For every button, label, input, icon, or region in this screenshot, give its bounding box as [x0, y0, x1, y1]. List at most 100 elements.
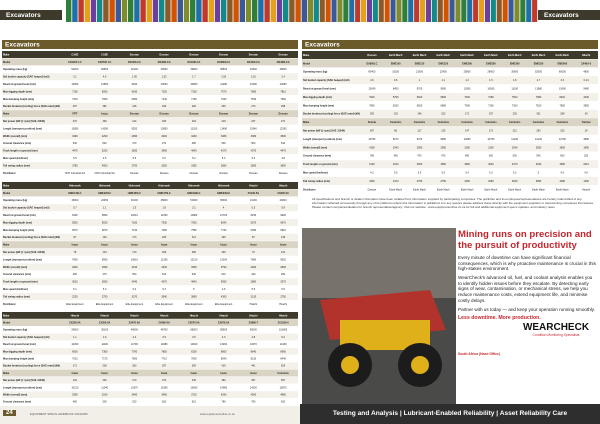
table-cell: Hitachi: [249, 184, 258, 187]
table-cell: 12400: [559, 87, 567, 90]
table-cell: 116000: [279, 329, 288, 332]
table-cell: 11880: [161, 343, 168, 346]
table-cell: 196: [162, 105, 167, 108]
table-cell: Hitachi: [190, 314, 199, 317]
table-cell: 171: [465, 113, 470, 116]
table-cell: 0.6: [394, 79, 398, 82]
table-cell: Hitachi: [249, 314, 258, 317]
table-cell: 567: [281, 379, 286, 382]
tab: [264, 0, 270, 22]
table-cell: 5050: [221, 281, 227, 284]
table-cell: 8260: [102, 90, 108, 93]
tab: [437, 0, 443, 22]
table-cell: 3650: [441, 163, 447, 166]
table-cell: Doosan: [219, 172, 228, 175]
table-cell: 1: [419, 79, 421, 82]
table-cell: 14280: [101, 127, 109, 130]
table-cell: HMK370LC: [158, 192, 171, 195]
table-row: [302, 51, 598, 59]
table-cell: ZX870-5A: [218, 321, 230, 324]
table-cell: 270: [162, 379, 167, 382]
table-cell: 3010: [72, 281, 78, 284]
table-cell: 3540: [161, 295, 167, 298]
table-cell: 8100: [191, 350, 197, 353]
table-cell: 450: [394, 155, 399, 158]
table-cell: 3190: [132, 266, 138, 269]
table-cell: Earth Mach: [484, 54, 498, 57]
table-cell: 6520: [102, 221, 108, 224]
table-cell: 1.1: [73, 336, 77, 339]
table-cell: Doosan: [160, 53, 170, 56]
table-cell: 5: [538, 171, 540, 174]
table-cell: Hitachi: [279, 314, 288, 317]
table-cell: 3350: [191, 164, 197, 167]
table-cell: 441: [251, 365, 256, 368]
table-cell: 15670: [280, 386, 288, 389]
row-label: Operating mass (kg): [303, 71, 327, 74]
row-label: Net power (kW @ rpm) (SAE J1349): [3, 120, 45, 123]
tab: [239, 0, 245, 22]
row-label: Width (overall) (mm): [3, 393, 27, 396]
table-cell: 5480: [583, 87, 589, 90]
table-cell: ZX130-5A: [248, 192, 260, 195]
table-cell: 5790: [393, 96, 399, 99]
tab: [337, 0, 343, 22]
table-cell: 9920: [280, 214, 286, 217]
row-label: Tail swing radius (mm): [303, 180, 330, 183]
table-cell: 1.93: [221, 76, 226, 79]
table-cell: 7010: [72, 357, 78, 360]
table-cell: 600: [560, 155, 565, 158]
table-cell: 8440: [280, 357, 286, 360]
table-cell: 12850: [101, 83, 109, 86]
row-label: Tail swing radius (mm): [3, 164, 30, 167]
table-row: [2, 154, 298, 162]
table-cell: 2990: [417, 146, 423, 149]
table-cell: 3990: [464, 163, 470, 166]
table-cell: 52000: [535, 71, 543, 74]
table-cell: 1.5: [489, 79, 493, 82]
table-cell: 460: [73, 401, 78, 404]
table-cell: 11230: [511, 138, 518, 141]
table-cell: 4340: [369, 180, 375, 183]
table-cell: 5.3: [162, 288, 166, 291]
table-cell: 297: [162, 365, 167, 368]
table-cell: 35600: [511, 71, 519, 74]
tab: [467, 0, 473, 22]
table-cell: 4.6: [103, 76, 107, 79]
table-cell: 1.6: [103, 336, 107, 339]
table-cell: Cummins: [277, 372, 289, 375]
table-row: [2, 88, 298, 95]
table-cell: Doosan: [279, 172, 288, 175]
table-cell: 11490: [220, 127, 227, 130]
table-cell: 8640: [251, 350, 257, 353]
tab: [146, 0, 152, 22]
table-cell: 11980: [535, 87, 542, 90]
table-cell: 5.3: [489, 171, 493, 174]
table-cell: 0.8: [281, 207, 285, 210]
table-cell: 3780: [72, 164, 78, 167]
table-cell: 7140: [161, 98, 167, 101]
table-cell: 7190: [488, 104, 494, 107]
table-cell: 610: [222, 273, 227, 276]
table-row: [2, 362, 298, 370]
table-cell: 323: [560, 129, 565, 132]
table-cell: DX800LC: [366, 62, 377, 65]
table-cell: 147: [465, 129, 470, 132]
tab: [78, 0, 84, 22]
table-cell: 2880: [251, 281, 257, 284]
table-row: [302, 101, 598, 110]
table-cell: 86: [394, 129, 397, 132]
table-cell: Hitachi: [250, 303, 258, 306]
table-cell: ZX1200-6: [278, 321, 290, 324]
tab: [425, 0, 431, 22]
table-cell: HMK640LC: [217, 192, 230, 195]
table-cell: 11880: [190, 214, 197, 217]
table-cell: 7310: [72, 98, 78, 101]
table-cell: 4290: [251, 393, 257, 396]
table-cell: 2540: [393, 146, 399, 149]
table-cell: 4090: [560, 180, 566, 183]
table-cell: 500: [251, 142, 256, 145]
row-label: Make: [303, 54, 310, 57]
table-cell: 2.4: [281, 76, 285, 79]
ad-headline: Mining runs on precision and the pursuit…: [458, 229, 592, 251]
